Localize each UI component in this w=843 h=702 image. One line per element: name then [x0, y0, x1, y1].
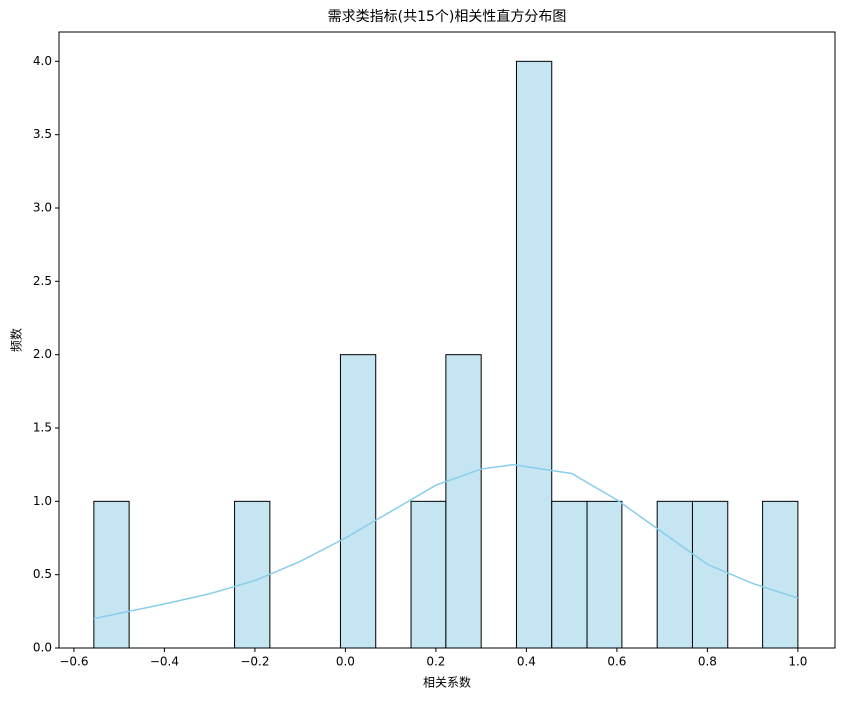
x-tick-label: 1.0: [788, 655, 807, 669]
x-tick-label: −0.2: [240, 655, 269, 669]
y-tick-label: 1.0: [33, 494, 52, 508]
bar: [762, 500, 799, 649]
y-tick-label: 0.5: [33, 567, 52, 581]
y-tick-label: 2.5: [33, 274, 52, 288]
y-axis-label: 频数: [9, 328, 24, 352]
x-axis-label: 相关系数: [423, 675, 471, 690]
chart-title: 需求类指标(共15个)相关性直方分布图: [328, 8, 567, 25]
kde-line: [93, 463, 799, 620]
bar: [93, 500, 130, 649]
y-tick-label: 0.0: [33, 641, 52, 655]
bar: [691, 500, 729, 649]
x-tick-label: 0.8: [698, 655, 717, 669]
y-tick-label: 3.5: [33, 127, 52, 141]
bar: [410, 500, 447, 649]
plot-frame: [58, 31, 836, 649]
bar: [656, 500, 693, 649]
y-tick-label: 1.5: [33, 421, 52, 435]
x-tick-label: 0.0: [336, 655, 355, 669]
x-tick-label: −0.4: [150, 655, 179, 669]
y-tick-label: 4.0: [33, 54, 52, 68]
y-tick-label: 3.0: [33, 201, 52, 215]
x-tick-label: 0.6: [607, 655, 626, 669]
bar: [551, 500, 588, 649]
bar: [445, 354, 482, 649]
bar: [515, 60, 553, 649]
y-tick-label: 2.0: [33, 347, 52, 361]
x-tick-label: −0.6: [59, 655, 88, 669]
x-tick-label: 0.4: [517, 655, 536, 669]
bar: [586, 500, 623, 649]
bar: [234, 500, 271, 649]
x-tick-label: 0.2: [426, 655, 445, 669]
bar: [339, 354, 377, 649]
